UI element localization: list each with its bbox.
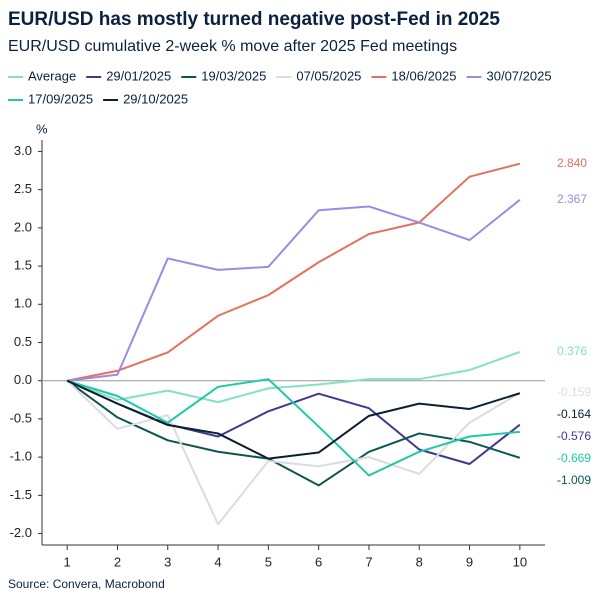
value-label: -0.669 [557, 451, 591, 465]
legend-label: 29/01/2025 [106, 68, 171, 83]
x-tick-label: 4 [214, 554, 221, 569]
legend-label: 19/03/2025 [201, 68, 266, 83]
x-tick-label: 2 [114, 554, 121, 569]
series-line [66, 379, 521, 526]
y-tick-label: 1.5 [14, 258, 32, 273]
chart-subtitle: EUR/USD cumulative 2-week % move after 2… [8, 38, 457, 55]
x-tick-label: 8 [416, 554, 423, 569]
x-tick-label: 10 [513, 554, 527, 569]
value-label: 2.367 [557, 192, 587, 206]
x-tick-label: 6 [315, 554, 322, 569]
legend-label: 29/10/2025 [123, 91, 188, 106]
series-line [66, 378, 520, 477]
value-label: 2.840 [557, 156, 587, 170]
y-tick-label: -2.0 [10, 525, 32, 540]
y-tick-label: 2.0 [14, 219, 32, 234]
y-tick-label: -1.0 [10, 449, 32, 464]
y-tick-label: 0.5 [14, 334, 32, 349]
value-label: -0.576 [557, 429, 591, 443]
y-tick-label: 2.5 [14, 181, 32, 196]
x-tick-label: 3 [164, 554, 171, 569]
legend-label: 30/07/2025 [487, 68, 552, 83]
series-line [66, 351, 521, 404]
y-tick-label: -0.5 [10, 410, 32, 425]
y-tick-label: 0.0 [14, 372, 32, 387]
value-label: -0.164 [557, 407, 591, 421]
x-tick-label: 5 [265, 554, 272, 569]
series-line [67, 199, 521, 382]
legend-label: 07/05/2025 [296, 68, 361, 83]
chart-title: EUR/USD has mostly turned negative post-… [8, 9, 500, 30]
series-line [66, 379, 521, 465]
series-line [66, 379, 521, 487]
value-label: 0.376 [557, 344, 587, 358]
source: Source: Convera, Macrobond [8, 577, 165, 591]
x-tick-label: 1 [64, 554, 71, 569]
series-line [66, 162, 521, 382]
value-label: -1.009 [557, 473, 591, 487]
value-label: -0.159 [557, 385, 591, 399]
y-tick-label: 3.0 [14, 143, 32, 158]
y-tick-label: 1.0 [14, 296, 32, 311]
x-tick-label: 7 [365, 554, 372, 569]
x-tick-label: 9 [466, 554, 473, 569]
legend-label: Average [28, 68, 76, 83]
series-line [66, 379, 521, 460]
legend-label: 18/06/2025 [391, 68, 456, 83]
legend-label: 17/09/2025 [28, 91, 93, 106]
y-axis-label: % [36, 121, 48, 136]
y-tick-label: -1.5 [10, 487, 32, 502]
